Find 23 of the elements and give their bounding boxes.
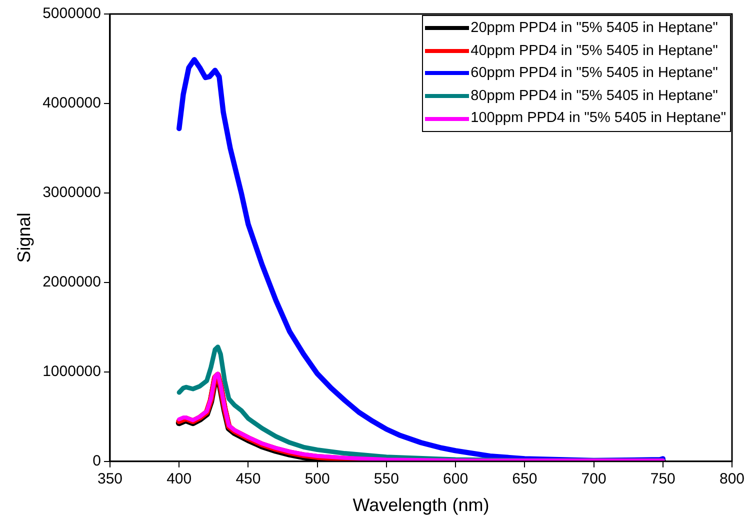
y-tick-label: 3000000 [42, 184, 101, 202]
y-tick-label: 1000000 [42, 363, 101, 380]
y-tick-label: 4000000 [42, 94, 101, 112]
y-tick-label: 2000000 [42, 274, 101, 291]
legend-label: 60ppm PPD4 in "5% 5405 in Heptane" [470, 64, 718, 84]
legend-label: 100ppm PPD4 in "5% 5405 in Heptane" [470, 109, 726, 128]
x-tick-label: 350 [97, 470, 123, 488]
y-tick-label: 0 [92, 452, 101, 470]
legend-label: 80ppm PPD4 in "5% 5405 in Heptane" [470, 86, 718, 106]
legend-label: 20ppm PPD4 in "5% 5405 in Heptane" [470, 19, 718, 38]
x-tick-label: 750 [650, 470, 676, 488]
x-axis-title: Wavelength (nm) [352, 495, 490, 516]
x-tick-label: 550 [374, 470, 399, 488]
y-tick-label: 5000000 [42, 5, 101, 22]
x-tick-label: 450 [236, 470, 261, 488]
legend-label: 40ppm PPD4 in "5% 5405 in Heptane" [470, 42, 718, 61]
x-tick-label: 650 [512, 470, 538, 488]
x-tick-label: 600 [443, 470, 468, 488]
y-axis-title: Signal [14, 212, 34, 263]
x-tick-label: 400 [166, 470, 192, 488]
x-tick-label: 500 [304, 470, 330, 488]
x-tick-label: 700 [581, 470, 606, 488]
x-tick-label: 800 [719, 470, 745, 488]
